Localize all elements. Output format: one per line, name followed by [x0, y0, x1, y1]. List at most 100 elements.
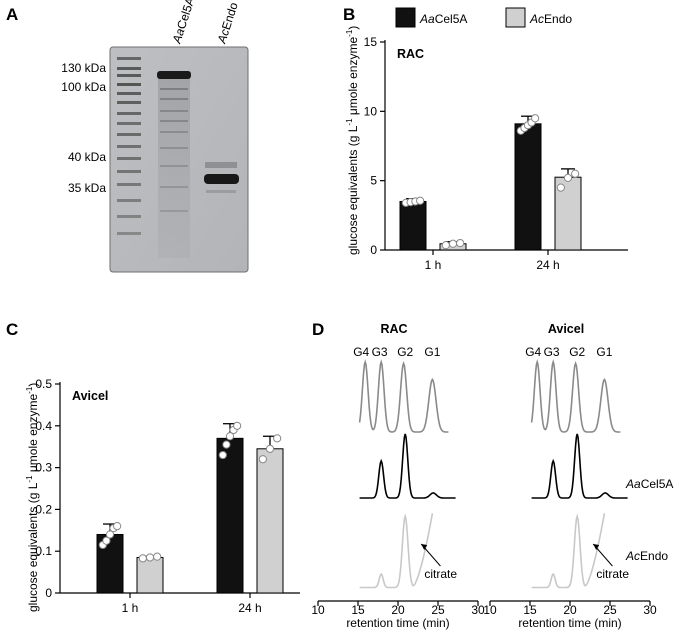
- x-tick-label: 1 h: [425, 258, 442, 272]
- ylabel-c: glucose equivalents (g L-1 μmole enzyme-…: [25, 383, 40, 612]
- x-tick-label: 25: [603, 603, 617, 617]
- peak-label: G2: [397, 345, 413, 359]
- panel-c-letter: C: [6, 320, 18, 339]
- bar-acendo-0: [136, 556, 164, 594]
- y-tick-label: 0.2: [35, 502, 52, 516]
- y-tick-label: 0.3: [35, 461, 52, 475]
- y-tick-label: 0.4: [35, 419, 52, 433]
- data-point: [456, 238, 465, 248]
- bar-aacel5a-1: [216, 437, 244, 594]
- legend: AaCel5A AcEndo: [395, 7, 572, 28]
- data-point: [265, 444, 275, 453]
- citrate-label: citrate: [596, 567, 629, 581]
- peak-label: G1: [424, 345, 440, 359]
- x-tick-label: 30: [471, 603, 485, 617]
- chart-c: 0 0.1 0.2 0.3 0.4 0.5 Avicel 1 h 24 h: [35, 377, 300, 615]
- aacel5a-trace: [531, 433, 628, 499]
- data-point: [563, 173, 573, 182]
- molecular-weight-markers: 130 kDa 100 kDa 40 kDa 35 kDa: [61, 61, 106, 195]
- x-tick-label: 25: [431, 603, 445, 617]
- y-tick-label: 0: [45, 586, 52, 600]
- data-point: [556, 183, 565, 192]
- x-tick-label: 10: [311, 603, 325, 617]
- data-point: [145, 553, 155, 562]
- data-point: [138, 554, 147, 563]
- legend-label-acendo: AcEndo: [529, 12, 572, 26]
- panel-b-letter: B: [343, 5, 355, 24]
- data-point: [273, 434, 282, 443]
- ladder-lane: [117, 57, 141, 235]
- marker-130: 130 kDa: [61, 61, 106, 75]
- x-tick-label: 20: [391, 603, 405, 617]
- data-point: [222, 440, 231, 449]
- x-tick-label: 24 h: [536, 258, 559, 272]
- panel-d-letter: D: [312, 320, 324, 339]
- citrate-arrowhead: [593, 544, 600, 550]
- chromatogram-subtitle: Avicel: [548, 322, 584, 336]
- legend-swatch-aacel5a: [395, 7, 416, 28]
- lane-label-aacel5a: AaCel5A: [169, 0, 197, 46]
- acendo-trace: [359, 513, 434, 589]
- data-point: [102, 536, 111, 545]
- citrate-arrowhead: [421, 544, 428, 550]
- citrate-label: citrate: [424, 567, 457, 581]
- x-tick-label: 10: [483, 603, 497, 617]
- ylabel-b: glucose equivalents (g L-1 μmole enzyme-…: [345, 26, 360, 255]
- data-point: [416, 196, 425, 205]
- y-tick-label: 0: [370, 243, 377, 257]
- marker-40: 40 kDa: [68, 150, 106, 164]
- bar-aacel5a-0: [399, 200, 427, 251]
- x-tick-label: 15: [523, 603, 537, 617]
- legend-swatch-acendo: [505, 7, 526, 28]
- x-axis-label: retention time (min): [346, 616, 449, 630]
- y-tick-label: 10: [364, 104, 378, 118]
- x-tick-label: 20: [563, 603, 577, 617]
- marker-35: 35 kDa: [68, 181, 106, 195]
- x-tick-label: 15: [351, 603, 365, 617]
- data-point: [113, 522, 122, 531]
- data-point: [448, 239, 458, 248]
- y-tick-label: 0.1: [35, 544, 52, 558]
- y-tick-label: 0.5: [35, 377, 52, 391]
- data-point: [258, 455, 267, 464]
- data-point: [571, 169, 580, 178]
- x-tick-label: 30: [643, 603, 657, 617]
- x-axis-label: retention time (min): [518, 616, 621, 630]
- data-point: [218, 450, 227, 460]
- data-point: [153, 552, 162, 561]
- peak-label: G2: [569, 345, 585, 359]
- legend-label-aacel5a: AaCel5A: [419, 12, 467, 26]
- data-point: [441, 241, 450, 250]
- chart-subtitle: RAC: [397, 47, 424, 61]
- marker-100: 100 kDa: [61, 80, 106, 94]
- standard-trace: [358, 359, 449, 433]
- peak-label: G1: [596, 345, 612, 359]
- chart-b: 0 5 10 15 RAC 1 h 24 h: [364, 35, 628, 272]
- lane-labels: AaCel5A AcEndo: [169, 0, 241, 46]
- trace-label-acendo: AcEndo: [625, 549, 668, 563]
- peak-label: G4: [525, 345, 541, 359]
- peak-label: G3: [544, 345, 560, 359]
- lane-label-acendo: AcEndo: [214, 0, 241, 46]
- chromatogram-subtitle: RAC: [380, 322, 407, 336]
- panel-a-letter: A: [6, 5, 18, 24]
- bar-aacel5a-1: [514, 123, 542, 251]
- data-point: [233, 421, 242, 430]
- data-point: [105, 530, 115, 539]
- data-point: [531, 114, 540, 123]
- aacel5a-trace: [359, 433, 456, 499]
- peak-label: G4: [353, 345, 369, 359]
- trace-label-aacel5a: AaCel5A: [625, 477, 673, 491]
- acendo-trace: [531, 513, 606, 589]
- bar-acendo-1: [256, 448, 284, 594]
- y-tick-label: 5: [370, 174, 377, 188]
- standard-trace: [530, 359, 621, 433]
- gel-image: [109, 46, 249, 273]
- peak-label: G3: [372, 345, 388, 359]
- acendo-lane: [204, 162, 239, 193]
- x-tick-label: 1 h: [122, 601, 139, 615]
- data-point: [225, 432, 235, 441]
- chart-subtitle: Avicel: [72, 389, 108, 403]
